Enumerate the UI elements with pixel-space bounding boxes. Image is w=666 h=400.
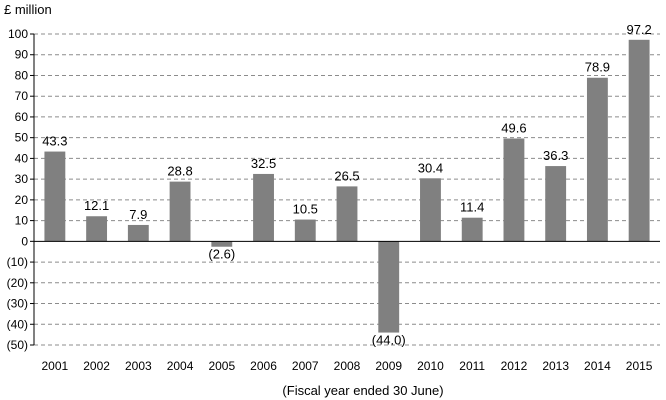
bar-2008 [336, 186, 358, 242]
data-label-2007: 10.5 [293, 202, 318, 217]
x-tick-label-2015: 2015 [626, 359, 653, 373]
bar-2002 [86, 216, 108, 242]
x-tick-label-2001: 2001 [42, 359, 69, 373]
bar-2001 [44, 151, 66, 242]
y-tick-label: (10) [7, 255, 28, 269]
y-tick-label: 50 [15, 131, 29, 145]
bar-2012 [503, 138, 525, 242]
data-labels: 43.3 12.1 7.9 28.8 (2.6) 32.5 10.5 26.5 (44.0) 30… [42, 22, 652, 348]
y-tick-label: 70 [15, 89, 29, 103]
data-label-2012: 49.6 [501, 120, 526, 135]
bar-2004 [169, 181, 191, 242]
bar-2009 [378, 241, 400, 333]
y-tick-label: 30 [15, 172, 29, 186]
data-label-2014: 78.9 [585, 60, 610, 75]
x-tick-label-2005: 2005 [208, 359, 235, 373]
x-axis-title: (Fiscal year ended 30 June) [282, 383, 443, 398]
x-tick-label-2012: 2012 [501, 359, 528, 373]
y-tick-label: (50) [7, 338, 28, 352]
data-label-2006: 32.5 [251, 156, 276, 171]
bar-2003 [127, 224, 149, 242]
data-label-2002: 12.1 [84, 198, 109, 213]
data-label-2005: (2.6) [208, 247, 235, 262]
y-tick-label: (20) [7, 276, 28, 290]
y-tick-label: 80 [15, 68, 29, 82]
y-tick-label: (30) [7, 297, 28, 311]
data-label-2010: 30.4 [418, 160, 443, 175]
data-label-2001: 43.3 [42, 134, 67, 149]
bar-2006 [253, 173, 274, 242]
bar-2007 [294, 219, 316, 242]
bar-2014 [586, 77, 608, 242]
x-tick-label-2004: 2004 [167, 359, 194, 373]
x-tick-label-2002: 2002 [83, 359, 110, 373]
x-tick-label-2007: 2007 [292, 359, 319, 373]
x-tick-label-2014: 2014 [584, 359, 611, 373]
bars [44, 39, 650, 333]
x-tick-label-2006: 2006 [250, 359, 277, 373]
bar-2011 [461, 217, 483, 242]
y-tick-label: 40 [15, 151, 29, 165]
bar-2015 [628, 39, 650, 242]
bar-2010 [420, 178, 441, 242]
y-tick-label: 90 [15, 48, 29, 62]
x-tick-label-2003: 2003 [125, 359, 152, 373]
bar-2005 [211, 241, 233, 247]
y-tick-label: 20 [15, 193, 29, 207]
x-tick-label-2008: 2008 [334, 359, 361, 373]
x-tick-label-2011: 2011 [459, 359, 485, 373]
data-label-2003: 7.9 [129, 207, 147, 222]
x-tick-labels: 2001 2002 2003 2004 2005 2006 2007 2008 2009 2010… [42, 359, 653, 373]
y-tick-labels: 1009080706050403020100(10)(20)(30)(40)(5… [7, 27, 34, 352]
y-tick-label: 0 [21, 234, 28, 248]
y-tick-label: 10 [15, 214, 29, 228]
y-tick-label: (40) [7, 317, 28, 331]
data-label-2011: 11.4 [460, 200, 484, 215]
data-label-2004: 28.8 [167, 164, 192, 179]
bar-2013 [545, 166, 567, 242]
y-tick-label: 100 [8, 27, 28, 41]
x-tick-label-2009: 2009 [375, 359, 402, 373]
y-tick-label: 60 [15, 110, 29, 124]
x-tick-label-2010: 2010 [417, 359, 444, 373]
data-label-2013: 36.3 [543, 148, 568, 163]
data-label-2008: 26.5 [334, 168, 359, 183]
x-tick-label-2013: 2013 [542, 359, 569, 373]
y-axis-title: £ million [4, 2, 52, 17]
data-label-2009: (44.0) [372, 333, 406, 348]
data-label-2015: 97.2 [626, 22, 651, 37]
